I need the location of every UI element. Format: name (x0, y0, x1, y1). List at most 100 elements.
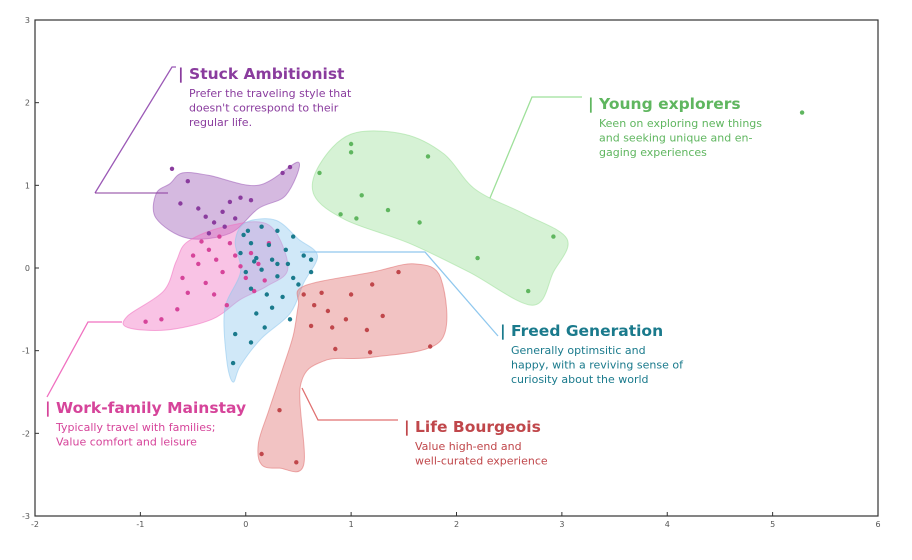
x-tick-label: 6 (875, 520, 880, 529)
y-tick-label: -1 (22, 347, 30, 356)
cluster-region-freed-generation (223, 218, 318, 383)
data-point-work-family-mainstay (220, 269, 225, 275)
data-point-life-bourgeois (396, 269, 401, 275)
data-point-work-family-mainstay (203, 280, 208, 286)
data-point-work-family-mainstay (233, 253, 238, 258)
data-point-life-bourgeois (367, 350, 373, 355)
annotation-title-work-family-mainstay: | Work-family Mainstay (45, 399, 246, 418)
data-point-young-explorers (425, 154, 431, 159)
data-point-freed-generation (269, 257, 275, 262)
data-point-stuck-ambitionist (178, 201, 183, 206)
data-point-young-explorers (354, 216, 359, 221)
data-point-life-bourgeois (308, 323, 314, 329)
data-point-young-explorers (348, 150, 354, 155)
data-point-life-bourgeois (277, 408, 282, 413)
data-point-life-bourgeois (343, 317, 349, 322)
cluster-region-life-bourgeois (257, 263, 448, 473)
data-point-life-bourgeois (333, 346, 338, 352)
data-point-freed-generation (308, 269, 314, 275)
data-point-freed-generation (262, 325, 267, 330)
cluster-regions (122, 130, 569, 473)
data-point-life-bourgeois (380, 313, 385, 319)
data-point-freed-generation (308, 257, 314, 262)
data-point-life-bourgeois (259, 451, 264, 457)
leader-line-life-bourgeois (301, 387, 398, 421)
annotation-description-stuck-ambitionist: Prefer the traveling style that (189, 87, 352, 100)
annotation-title-stuck-ambitionist: | Stuck Ambitionist (178, 65, 345, 84)
data-point-work-family-mainstay (159, 317, 164, 322)
cluster-region-work-family-mainstay (122, 221, 289, 332)
data-point-work-family-mainstay (238, 264, 243, 269)
data-point-stuck-ambitionist (222, 224, 227, 229)
y-tick-label: -2 (22, 429, 30, 438)
data-point-work-family-mainstay (214, 257, 219, 262)
data-point-freed-generation (287, 317, 293, 322)
data-point-work-family-mainstay (199, 239, 204, 244)
data-point-work-family-mainstay (227, 241, 233, 246)
data-point-freed-generation (254, 255, 259, 261)
data-point-freed-generation (283, 247, 288, 252)
data-point-stuck-ambitionist (206, 231, 212, 236)
data-point-freed-generation (252, 259, 257, 264)
x-tick-label: 3 (559, 520, 564, 529)
data-point-freed-generation (245, 228, 251, 233)
cluster-annotations: | Stuck Ambitionist Prefer the traveling … (45, 65, 762, 468)
data-point-freed-generation (259, 267, 264, 272)
data-point-work-family-mainstay (211, 292, 217, 297)
leader-line-young-explorers (489, 96, 582, 199)
data-point-stuck-ambitionist (238, 195, 243, 200)
y-tick-label: 1 (25, 181, 30, 190)
annotation-description-freed-generation: happy, with a reviving sense of (511, 359, 684, 372)
data-point-young-explorers (475, 255, 480, 261)
data-points (143, 110, 805, 465)
data-point-stuck-ambitionist (196, 206, 201, 211)
data-point-life-bourgeois (301, 292, 306, 297)
annotation-description-young-explorers: gaging experiences (599, 146, 707, 159)
data-point-work-family-mainstay (252, 288, 257, 294)
data-point-stuck-ambitionist (227, 199, 233, 205)
data-point-life-bourgeois (319, 290, 324, 295)
data-point-work-family-mainstay (175, 307, 180, 312)
data-point-life-bourgeois (330, 325, 335, 330)
data-point-stuck-ambitionist (211, 220, 217, 225)
data-point-freed-generation (264, 292, 269, 297)
data-point-freed-generation (243, 269, 248, 275)
data-point-freed-generation (233, 331, 238, 337)
data-point-life-bourgeois (370, 282, 375, 287)
data-point-freed-generation (238, 250, 243, 256)
data-point-stuck-ambitionist (203, 214, 208, 219)
leader-line-stuck-ambitionist (94, 66, 176, 194)
data-point-life-bourgeois (364, 327, 370, 333)
leader-line-work-family-mainstay (46, 321, 122, 398)
data-point-life-bourgeois (294, 460, 299, 465)
data-point-work-family-mainstay (256, 261, 261, 267)
data-point-work-family-mainstay (217, 234, 222, 239)
data-point-stuck-ambitionist (233, 216, 238, 221)
data-point-work-family-mainstay (185, 290, 190, 295)
data-point-life-bourgeois (325, 308, 331, 314)
data-point-young-explorers (317, 170, 322, 176)
data-point-young-explorers (799, 110, 805, 115)
data-point-work-family-mainstay (206, 247, 212, 252)
x-tick-label: 5 (770, 520, 775, 529)
data-point-freed-generation (291, 234, 296, 239)
annotation-description-stuck-ambitionist: doesn't correspond to their (189, 102, 339, 115)
annotation-leader-lines (46, 66, 582, 421)
data-point-work-family-mainstay (180, 275, 185, 281)
data-point-freed-generation (254, 311, 259, 316)
x-tick-label: -1 (136, 520, 144, 529)
annotation-description-stuck-ambitionist: regular life. (189, 116, 252, 129)
data-point-freed-generation (248, 340, 254, 345)
data-point-work-family-mainstay (262, 278, 267, 283)
annotation-description-work-family-mainstay: Typically travel with families; (55, 421, 215, 434)
data-point-work-family-mainstay (243, 275, 248, 281)
x-tick-label: 2 (454, 520, 459, 529)
data-point-freed-generation (259, 224, 264, 229)
data-point-young-explorers (348, 141, 354, 147)
data-point-work-family-mainstay (248, 250, 254, 256)
data-point-young-explorers (359, 193, 364, 198)
y-axis-ticks: -3 -2 -1 0 1 2 3 (22, 16, 39, 521)
data-point-work-family-mainstay (190, 253, 196, 258)
annotation-description-young-explorers: Keen on exploring new things (599, 117, 762, 130)
